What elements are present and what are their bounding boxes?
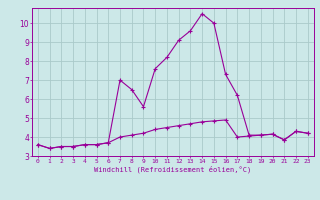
X-axis label: Windchill (Refroidissement éolien,°C): Windchill (Refroidissement éolien,°C) [94, 165, 252, 173]
